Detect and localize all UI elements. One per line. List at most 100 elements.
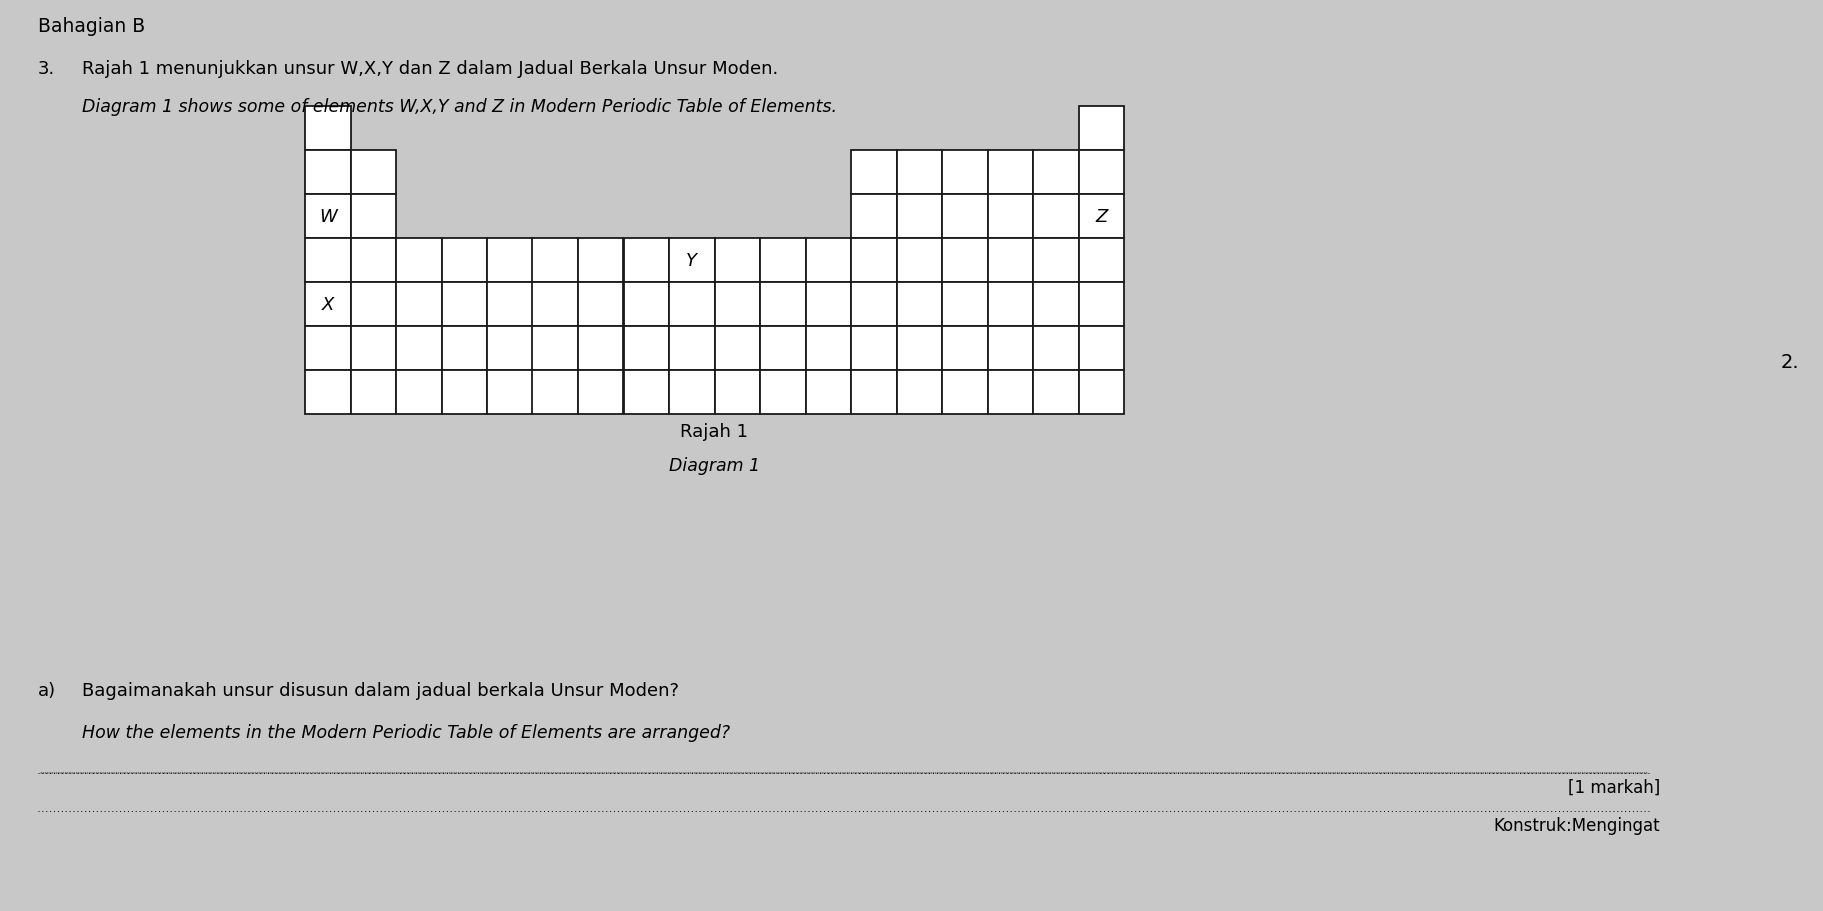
Bar (532, 239, 578, 282)
Bar (304, 282, 350, 327)
Bar (396, 371, 441, 415)
Bar (760, 282, 806, 327)
Bar (851, 371, 897, 415)
Bar (897, 151, 942, 195)
Bar (942, 282, 988, 327)
Bar (304, 327, 350, 371)
Bar (715, 327, 760, 371)
Bar (897, 195, 942, 239)
Bar (350, 239, 396, 282)
Bar (851, 195, 897, 239)
Bar (623, 282, 669, 327)
Text: Y: Y (685, 251, 696, 270)
Bar (441, 239, 487, 282)
Bar (1079, 327, 1125, 371)
Bar (760, 371, 806, 415)
Bar (1079, 239, 1125, 282)
Bar (441, 282, 487, 327)
Bar (396, 327, 441, 371)
Text: Rajah 1 menunjukkan unsur W,X,Y dan Z dalam Jadual Berkala Unsur Moden.: Rajah 1 menunjukkan unsur W,X,Y dan Z da… (82, 60, 778, 78)
Bar (988, 151, 1034, 195)
Bar (350, 371, 396, 415)
Bar (851, 282, 897, 327)
Bar (350, 195, 396, 239)
Bar (988, 239, 1034, 282)
Bar (942, 195, 988, 239)
Text: Konstruk:Mengingat: Konstruk:Mengingat (1493, 816, 1661, 834)
Bar (851, 327, 897, 371)
Text: Bahagian B: Bahagian B (38, 17, 146, 36)
Bar (669, 327, 715, 371)
Bar (806, 371, 851, 415)
Bar (897, 239, 942, 282)
Bar (623, 239, 669, 282)
Bar (441, 371, 487, 415)
Bar (851, 151, 897, 195)
Bar (441, 327, 487, 371)
Bar (578, 239, 623, 282)
Text: Rajah 1: Rajah 1 (680, 423, 749, 441)
Bar (396, 282, 441, 327)
Bar (304, 107, 350, 151)
Text: 2.: 2. (1781, 353, 1799, 371)
Text: Z: Z (1096, 208, 1107, 226)
Bar (760, 327, 806, 371)
Bar (942, 239, 988, 282)
Bar (1034, 239, 1079, 282)
Bar (487, 327, 532, 371)
Bar (806, 327, 851, 371)
Bar (487, 282, 532, 327)
Bar (897, 327, 942, 371)
Bar (350, 151, 396, 195)
Bar (304, 371, 350, 415)
Text: X: X (321, 296, 334, 313)
Text: Diagram 1: Diagram 1 (669, 456, 760, 475)
Bar (942, 371, 988, 415)
Bar (578, 371, 623, 415)
Text: How the elements in the Modern Periodic Table of Elements are arranged?: How the elements in the Modern Periodic … (82, 723, 731, 742)
Bar (988, 371, 1034, 415)
Bar (532, 371, 578, 415)
Bar (532, 282, 578, 327)
Bar (304, 151, 350, 195)
Bar (578, 282, 623, 327)
Bar (669, 282, 715, 327)
Text: 3.: 3. (38, 60, 55, 78)
Bar (942, 327, 988, 371)
Bar (1079, 371, 1125, 415)
Bar (532, 327, 578, 371)
Bar (304, 195, 350, 239)
Bar (623, 327, 669, 371)
Bar (1034, 371, 1079, 415)
Bar (1034, 151, 1079, 195)
Bar (350, 327, 396, 371)
Bar (806, 282, 851, 327)
Bar (715, 239, 760, 282)
Bar (988, 195, 1034, 239)
Bar (1034, 195, 1079, 239)
Bar (487, 371, 532, 415)
Bar (1079, 107, 1125, 151)
Text: Diagram 1 shows some of elements W,X,Y and Z in Modern Periodic Table of Element: Diagram 1 shows some of elements W,X,Y a… (82, 97, 837, 116)
Bar (304, 239, 350, 282)
Bar (806, 239, 851, 282)
Bar (715, 371, 760, 415)
Bar (396, 239, 441, 282)
Bar (669, 239, 715, 282)
Bar (897, 371, 942, 415)
Bar (988, 282, 1034, 327)
Bar (942, 151, 988, 195)
Text: Bagaimanakah unsur disusun dalam jadual berkala Unsur Moden?: Bagaimanakah unsur disusun dalam jadual … (82, 681, 678, 700)
Text: W: W (319, 208, 337, 226)
Bar (1079, 282, 1125, 327)
Bar (623, 371, 669, 415)
Bar (487, 239, 532, 282)
Bar (1034, 327, 1079, 371)
Bar (1034, 282, 1079, 327)
Bar (669, 371, 715, 415)
Bar (851, 239, 897, 282)
Bar (897, 282, 942, 327)
Bar (578, 327, 623, 371)
Bar (1079, 195, 1125, 239)
Bar (988, 327, 1034, 371)
